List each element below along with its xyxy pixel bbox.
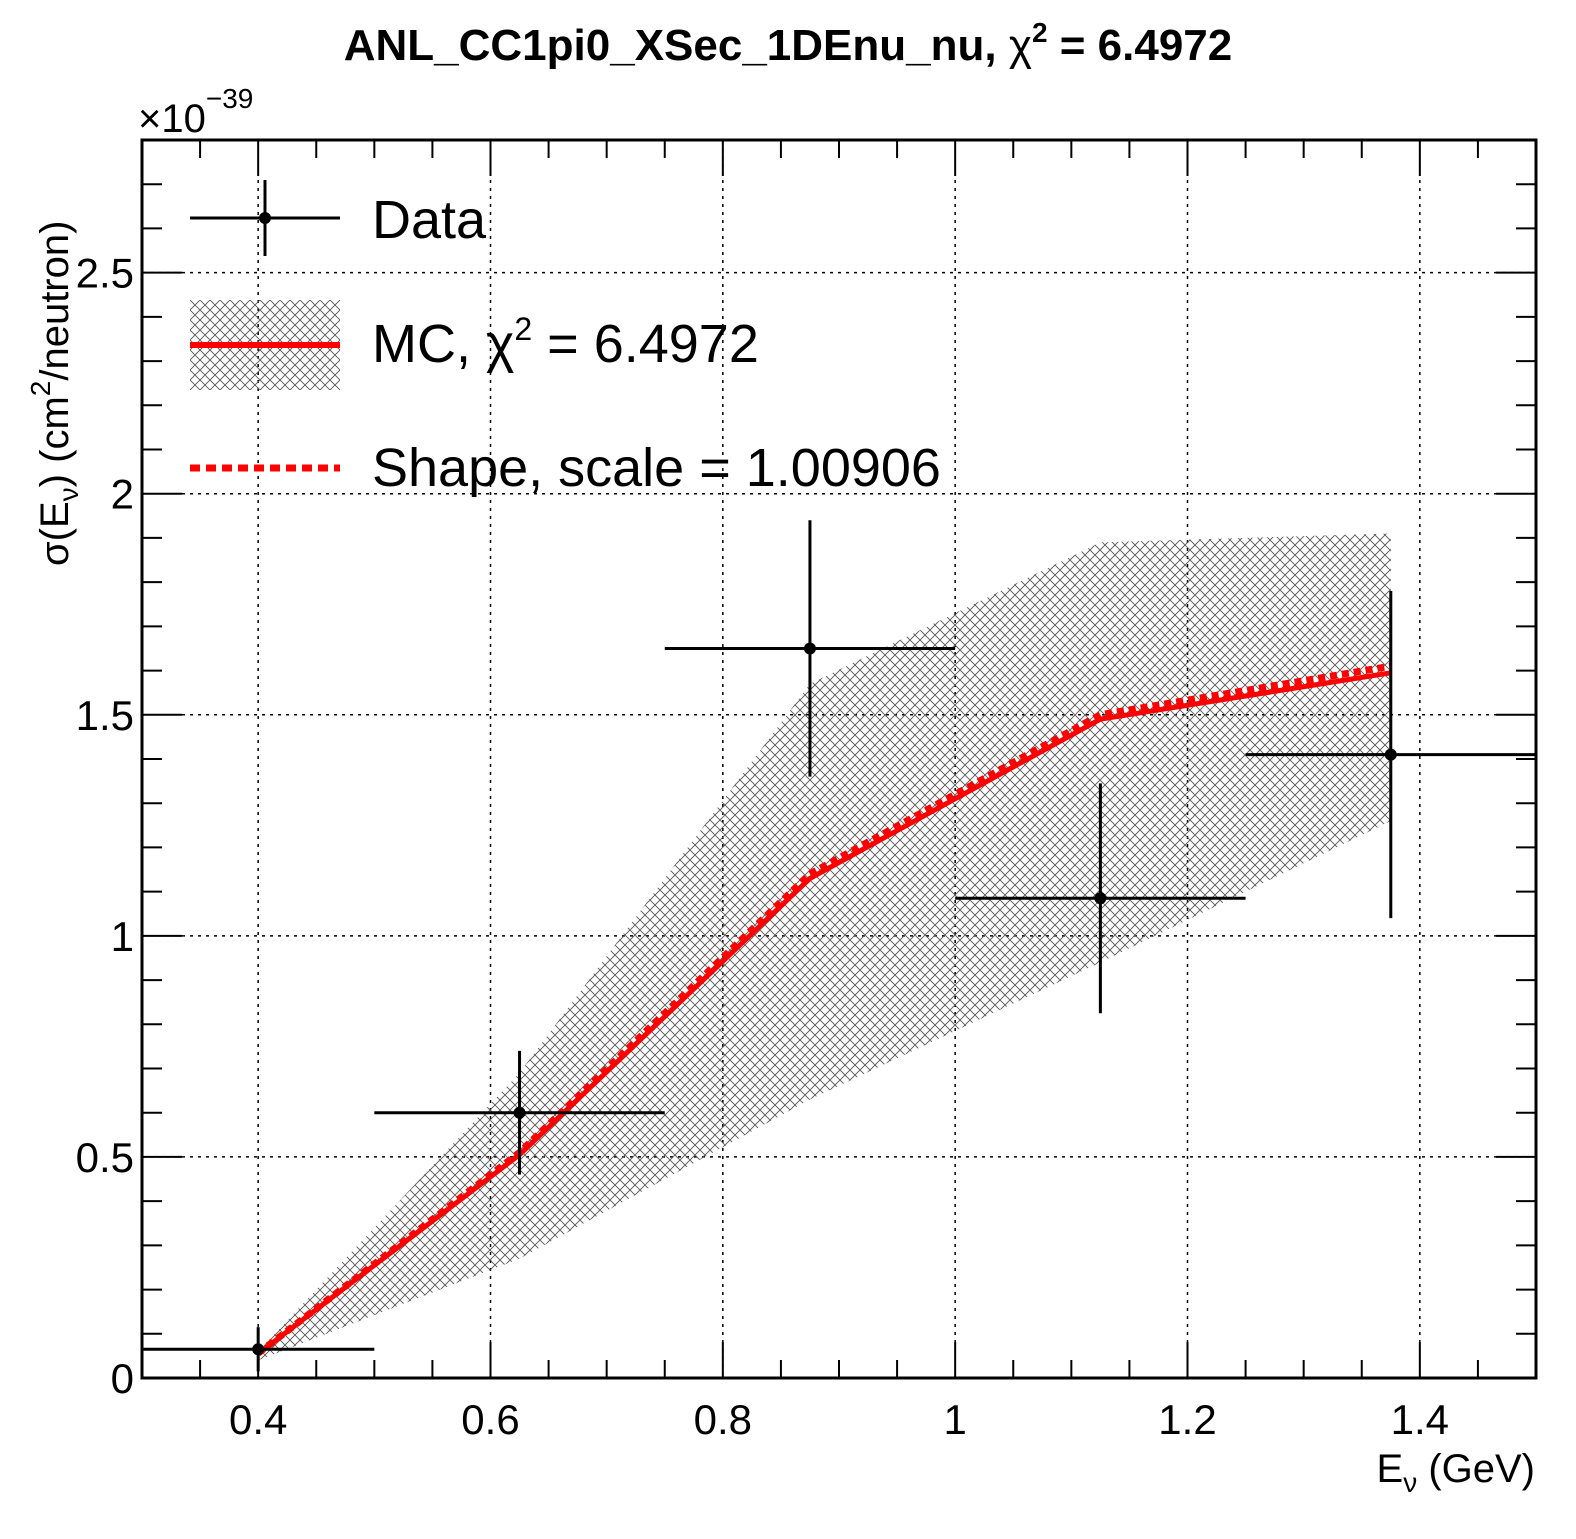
x-axis-title-sub: ν (1403, 1467, 1417, 1498)
chart-title-text: ANL_CC1pi0_XSec_1DEnu_nu, (344, 21, 1009, 70)
data-point (803, 642, 816, 655)
y-axis-title-sup: 2 (25, 381, 56, 397)
x-axis-title-rest: (GeV) (1417, 1447, 1535, 1491)
legend: Data MC, χ2 = 6.4972 Shape, scale = 1.00… (190, 180, 941, 498)
x-tick-labels: 0.4 0.6 0.8 1 1.2 1.4 (229, 1396, 1449, 1443)
legend-entry-data: Data (190, 180, 487, 256)
legend-data-label: Data (372, 190, 487, 250)
data-point (1094, 892, 1107, 905)
x-tick-label: 0.6 (461, 1396, 519, 1443)
chart-title-rest: = 6.4972 (1048, 21, 1233, 70)
y-tick-label: 1 (111, 913, 134, 960)
legend-mc-label: MC, χ2 = 6.4972 (372, 311, 759, 374)
y-exponent-label: ×10−39 (138, 83, 253, 141)
legend-entry-mc: MC, χ2 = 6.4972 (190, 300, 759, 390)
y-exponent-sup: −39 (206, 83, 254, 114)
chart-title-chi: χ (1009, 21, 1032, 70)
legend-data-marker (259, 212, 271, 224)
mc-band (258, 533, 1391, 1361)
x-tick-label: 0.8 (694, 1396, 752, 1443)
y-tick-label: 2.5 (76, 250, 134, 297)
y-axis-title-pre: σ(E (33, 501, 77, 566)
y-axis-title: σ(Eν) (cm2/neutron) (25, 221, 84, 566)
y-exponent-base: ×10 (138, 97, 206, 141)
x-axis-title-base: E (1377, 1447, 1404, 1491)
legend-mc-sup: 2 (514, 311, 532, 347)
x-axis-title: Eν (GeV) (1377, 1447, 1535, 1498)
data-points (142, 520, 1536, 1372)
legend-mc-rest: = 6.4972 (532, 314, 759, 374)
legend-entry-shape: Shape, scale = 1.00906 (190, 438, 941, 498)
chart-title: ANL_CC1pi0_XSec_1DEnu_nu, χ2 = 6.4972 (344, 17, 1233, 70)
chart-title-sup: 2 (1032, 17, 1048, 48)
x-tick-label: 1 (943, 1396, 966, 1443)
data-point (1384, 748, 1397, 761)
x-tick-label: 1.4 (1391, 1396, 1449, 1443)
data-point (513, 1106, 526, 1119)
y-axis-title-sub: ν (53, 487, 84, 501)
ticks (141, 139, 1537, 1379)
y-tick-label: 0 (111, 1355, 134, 1402)
y-tick-label: 1.5 (76, 692, 134, 739)
x-tick-label: 1.2 (1158, 1396, 1216, 1443)
y-tick-label: 0.5 (76, 1134, 134, 1181)
legend-mc-chi: χ (486, 314, 514, 374)
x-tick-label: 0.4 (229, 1396, 287, 1443)
y-axis-title-post: /neutron) (33, 221, 77, 381)
legend-mc-text: MC, (372, 314, 486, 374)
legend-shape-label: Shape, scale = 1.00906 (372, 438, 941, 498)
y-tick-labels: 0 0.5 1 1.5 2 2.5 (76, 250, 134, 1402)
mc-line (256, 670, 1392, 1356)
y-axis-title-mid: ) (cm (33, 396, 77, 487)
y-tick-label: 2 (111, 471, 134, 518)
